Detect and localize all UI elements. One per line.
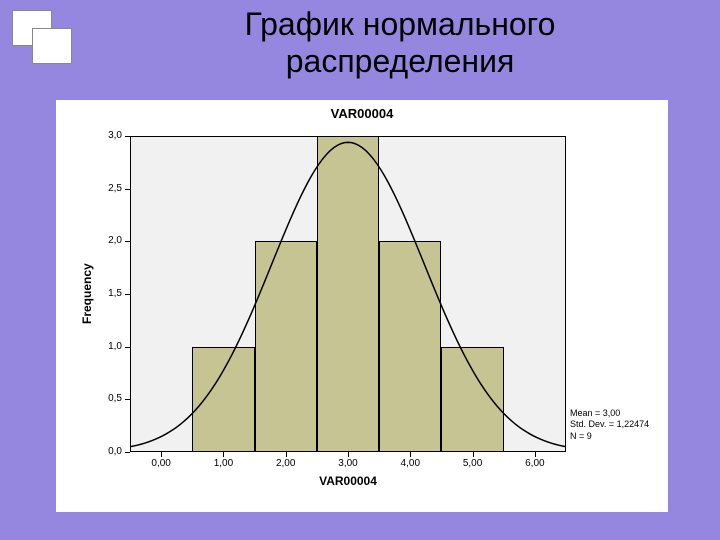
slide-title: График нормальногораспределения bbox=[110, 6, 690, 80]
stats-n: N = 9 bbox=[570, 431, 649, 442]
chart-card: VAR00004 Frequency VAR00004 0,00,51,01,5… bbox=[56, 100, 668, 512]
deco-square bbox=[32, 28, 72, 64]
normal-curve bbox=[56, 100, 668, 512]
stats-text: Mean = 3,00 Std. Dev. = 1,22474 N = 9 bbox=[570, 408, 649, 442]
corner-decoration bbox=[12, 10, 82, 70]
stats-std: Std. Dev. = 1,22474 bbox=[570, 419, 649, 430]
slide-root: График нормальногораспределения VAR00004… bbox=[0, 0, 720, 540]
normal-curve-path bbox=[130, 142, 566, 446]
stats-mean: Mean = 3,00 bbox=[570, 408, 649, 419]
